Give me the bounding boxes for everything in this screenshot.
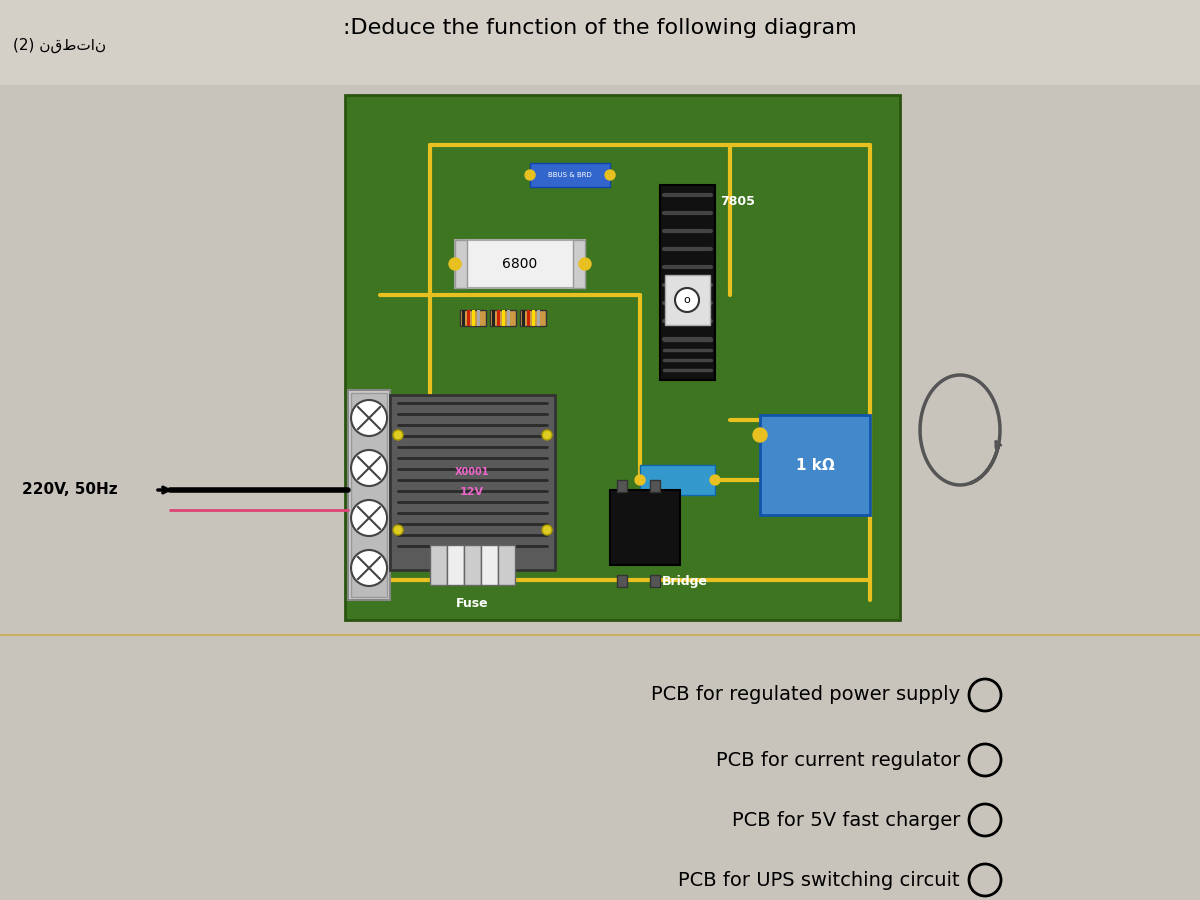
Circle shape	[394, 430, 403, 440]
Text: Bridge: Bridge	[662, 575, 708, 588]
Bar	[538, 310, 540, 326]
Text: PCB for 5V fast charger: PCB for 5V fast charger	[732, 811, 960, 830]
Circle shape	[352, 500, 388, 536]
Text: PCB for regulated power supply: PCB for regulated power supply	[650, 686, 960, 705]
Text: 12V: 12V	[460, 487, 484, 497]
Bar	[464, 545, 481, 585]
Text: PCB for current regulator: PCB for current regulator	[715, 751, 960, 770]
Bar	[472, 310, 475, 326]
Bar	[640, 465, 715, 495]
Text: :Deduce the function of the following diagram: :Deduce the function of the following di…	[343, 18, 857, 38]
Bar	[481, 545, 498, 585]
Circle shape	[352, 450, 388, 486]
Circle shape	[352, 550, 388, 586]
Text: Fuse: Fuse	[456, 597, 488, 610]
Bar	[760, 415, 870, 515]
Circle shape	[542, 525, 552, 535]
Text: PCB for UPS switching circuit: PCB for UPS switching circuit	[678, 870, 960, 889]
Text: BBUS & BRD: BBUS & BRD	[548, 172, 592, 178]
Text: 6800: 6800	[503, 257, 538, 271]
Bar	[502, 310, 505, 326]
Bar	[522, 310, 526, 326]
Circle shape	[635, 475, 646, 485]
Bar	[478, 310, 480, 326]
Bar	[508, 310, 510, 326]
Circle shape	[526, 170, 535, 180]
Circle shape	[710, 475, 720, 485]
Bar	[574, 240, 586, 288]
Circle shape	[449, 258, 461, 270]
Bar	[467, 310, 470, 326]
Text: 220V, 50Hz: 220V, 50Hz	[23, 482, 118, 498]
Bar	[520, 310, 546, 326]
Circle shape	[676, 288, 700, 312]
Circle shape	[352, 400, 388, 436]
Bar	[460, 310, 486, 326]
Bar	[610, 490, 680, 565]
Bar	[617, 480, 628, 492]
Circle shape	[605, 170, 616, 180]
Bar	[346, 95, 900, 620]
Circle shape	[542, 430, 552, 440]
Circle shape	[754, 428, 767, 442]
Bar	[352, 393, 388, 597]
Bar	[498, 545, 515, 585]
Text: o: o	[684, 295, 690, 305]
Bar	[660, 185, 715, 380]
Text: X0001: X0001	[455, 467, 490, 477]
Circle shape	[580, 258, 592, 270]
Bar	[430, 545, 448, 585]
Bar	[650, 575, 660, 587]
Bar	[532, 310, 535, 326]
Bar	[462, 310, 466, 326]
Bar	[530, 163, 610, 187]
Bar	[527, 310, 530, 326]
Circle shape	[394, 525, 403, 535]
Bar	[448, 545, 464, 585]
Bar	[650, 480, 660, 492]
Bar	[490, 310, 516, 326]
Bar	[492, 310, 496, 326]
Bar	[617, 575, 628, 587]
Text: 7805: 7805	[720, 195, 755, 208]
Bar	[497, 310, 500, 326]
Bar	[0, 0, 1200, 85]
Text: 1 kΩ: 1 kΩ	[796, 457, 834, 472]
Bar	[348, 390, 390, 600]
Bar	[390, 395, 556, 570]
Bar	[455, 240, 586, 288]
Bar	[665, 275, 710, 325]
Text: (2) نقطتان: (2) نقطتان	[13, 38, 107, 52]
Bar	[455, 240, 467, 288]
